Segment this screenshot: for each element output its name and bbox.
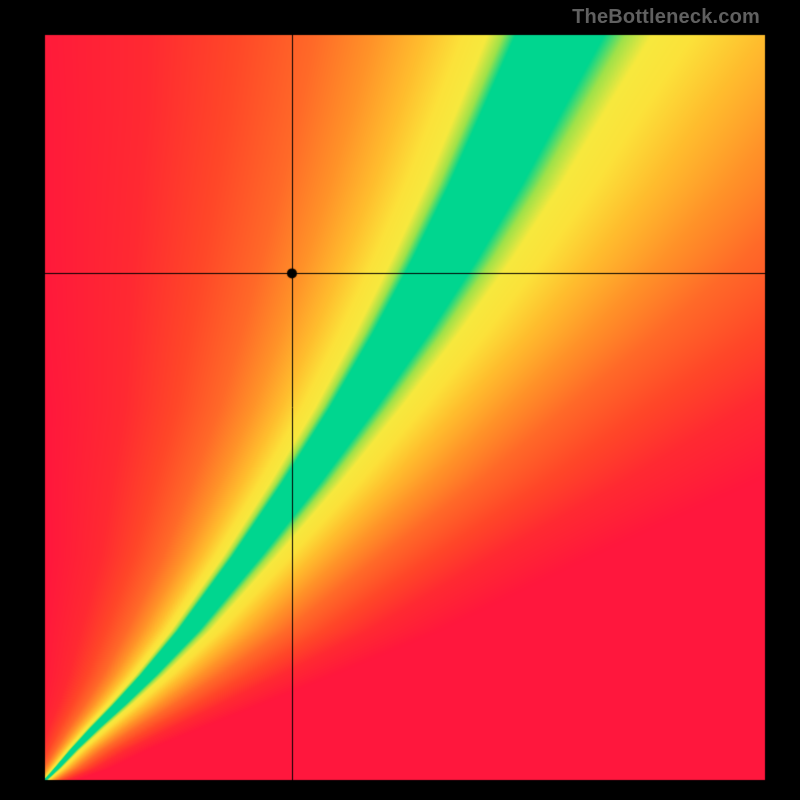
bottleneck-heatmap [0,0,800,800]
watermark-text: TheBottleneck.com [572,6,760,29]
